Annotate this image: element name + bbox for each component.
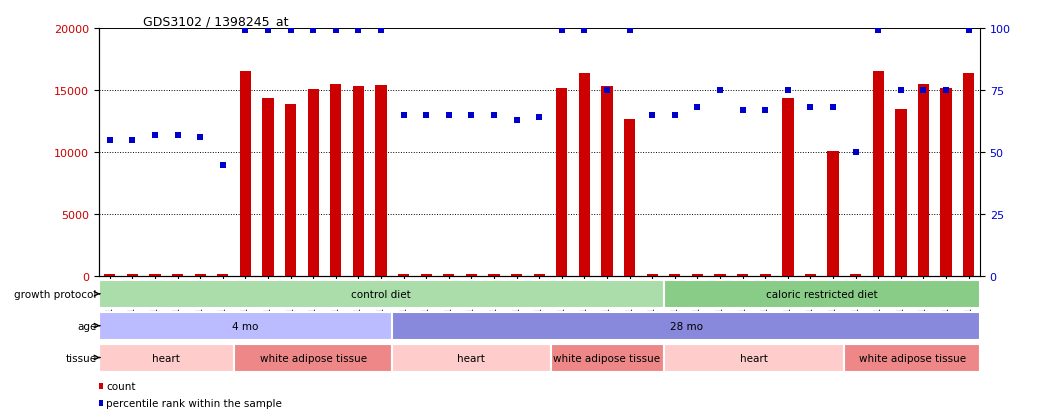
Bar	[551, 344, 664, 372]
Bar	[443, 274, 454, 277]
Bar	[240, 72, 251, 277]
Text: caloric restricted diet: caloric restricted diet	[766, 289, 877, 299]
Text: GDS3102 / 1398245_at: GDS3102 / 1398245_at	[143, 15, 288, 28]
Bar	[398, 274, 410, 277]
Text: heart: heart	[457, 353, 485, 363]
Bar	[285, 104, 297, 277]
Bar	[782, 98, 793, 277]
Text: heart: heart	[740, 353, 767, 363]
Bar	[828, 152, 839, 277]
Text: count: count	[107, 381, 136, 391]
Bar	[556, 88, 567, 277]
Bar	[872, 72, 884, 277]
Bar	[308, 90, 319, 277]
Text: white adipose tissue: white adipose tissue	[859, 353, 965, 363]
Bar	[624, 119, 636, 277]
Bar	[330, 85, 341, 277]
Text: heart: heart	[152, 353, 180, 363]
Text: 28 mo: 28 mo	[670, 321, 703, 331]
Text: percentile rank within the sample: percentile rank within the sample	[107, 398, 282, 408]
Bar	[534, 274, 544, 277]
Bar	[99, 281, 664, 309]
Text: white adipose tissue: white adipose tissue	[259, 353, 367, 363]
Bar	[99, 344, 234, 372]
Bar	[127, 274, 138, 277]
Bar	[234, 344, 392, 372]
Bar	[963, 74, 975, 277]
Bar	[895, 109, 906, 277]
Bar	[664, 344, 844, 372]
Bar	[759, 274, 770, 277]
Bar	[392, 344, 551, 372]
Bar	[918, 85, 929, 277]
Bar	[262, 98, 274, 277]
Text: tissue: tissue	[65, 353, 96, 363]
Bar	[669, 274, 680, 277]
Bar	[99, 313, 392, 340]
Bar	[737, 274, 749, 277]
Bar	[714, 274, 726, 277]
Bar	[805, 274, 816, 277]
Bar	[488, 274, 500, 277]
Bar	[149, 274, 161, 277]
Bar	[844, 344, 980, 372]
Bar	[466, 274, 477, 277]
Bar	[104, 274, 115, 277]
Bar	[850, 274, 862, 277]
Bar	[195, 274, 206, 277]
Bar	[511, 274, 523, 277]
Bar	[647, 274, 657, 277]
Bar	[664, 281, 980, 309]
Bar	[941, 88, 952, 277]
Bar	[392, 313, 980, 340]
Bar	[375, 86, 387, 277]
Bar	[579, 74, 590, 277]
Bar	[217, 274, 228, 277]
Bar	[353, 87, 364, 277]
Text: age: age	[78, 321, 96, 331]
Bar	[421, 274, 431, 277]
Text: white adipose tissue: white adipose tissue	[554, 353, 661, 363]
Text: 4 mo: 4 mo	[232, 321, 258, 331]
Bar	[601, 87, 613, 277]
Bar	[692, 274, 703, 277]
Text: growth protocol: growth protocol	[15, 289, 96, 299]
Text: control diet: control diet	[352, 289, 411, 299]
Bar	[172, 274, 184, 277]
